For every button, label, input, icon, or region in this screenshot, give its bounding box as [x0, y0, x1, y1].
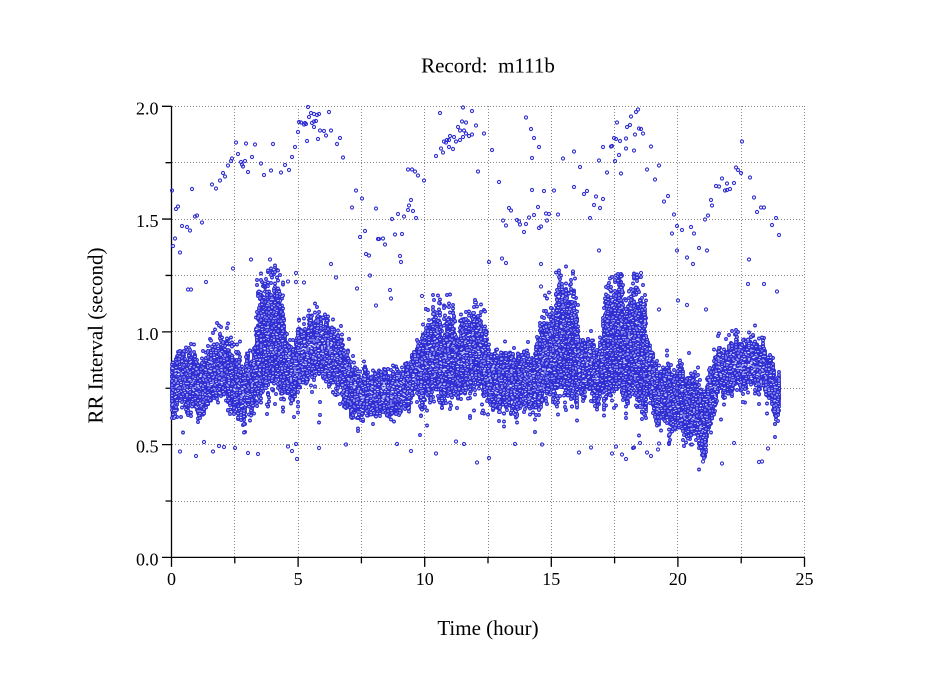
svg-text:Record: m111b: Record: m111b	[421, 54, 555, 78]
svg-text:5: 5	[294, 569, 303, 589]
svg-text:10: 10	[416, 569, 434, 589]
svg-text:1.5: 1.5	[136, 211, 159, 231]
svg-text:1.0: 1.0	[136, 324, 159, 344]
svg-text:Time (hour): Time (hour)	[437, 616, 538, 640]
svg-text:RR Interval (second): RR Interval (second)	[84, 247, 108, 423]
svg-text:15: 15	[542, 569, 560, 589]
svg-text:0: 0	[167, 569, 176, 589]
svg-text:20: 20	[669, 569, 687, 589]
svg-text:0.0: 0.0	[136, 549, 159, 569]
svg-text:25: 25	[796, 569, 814, 589]
svg-text:0.5: 0.5	[136, 437, 159, 457]
svg-text:2.0: 2.0	[136, 98, 159, 118]
